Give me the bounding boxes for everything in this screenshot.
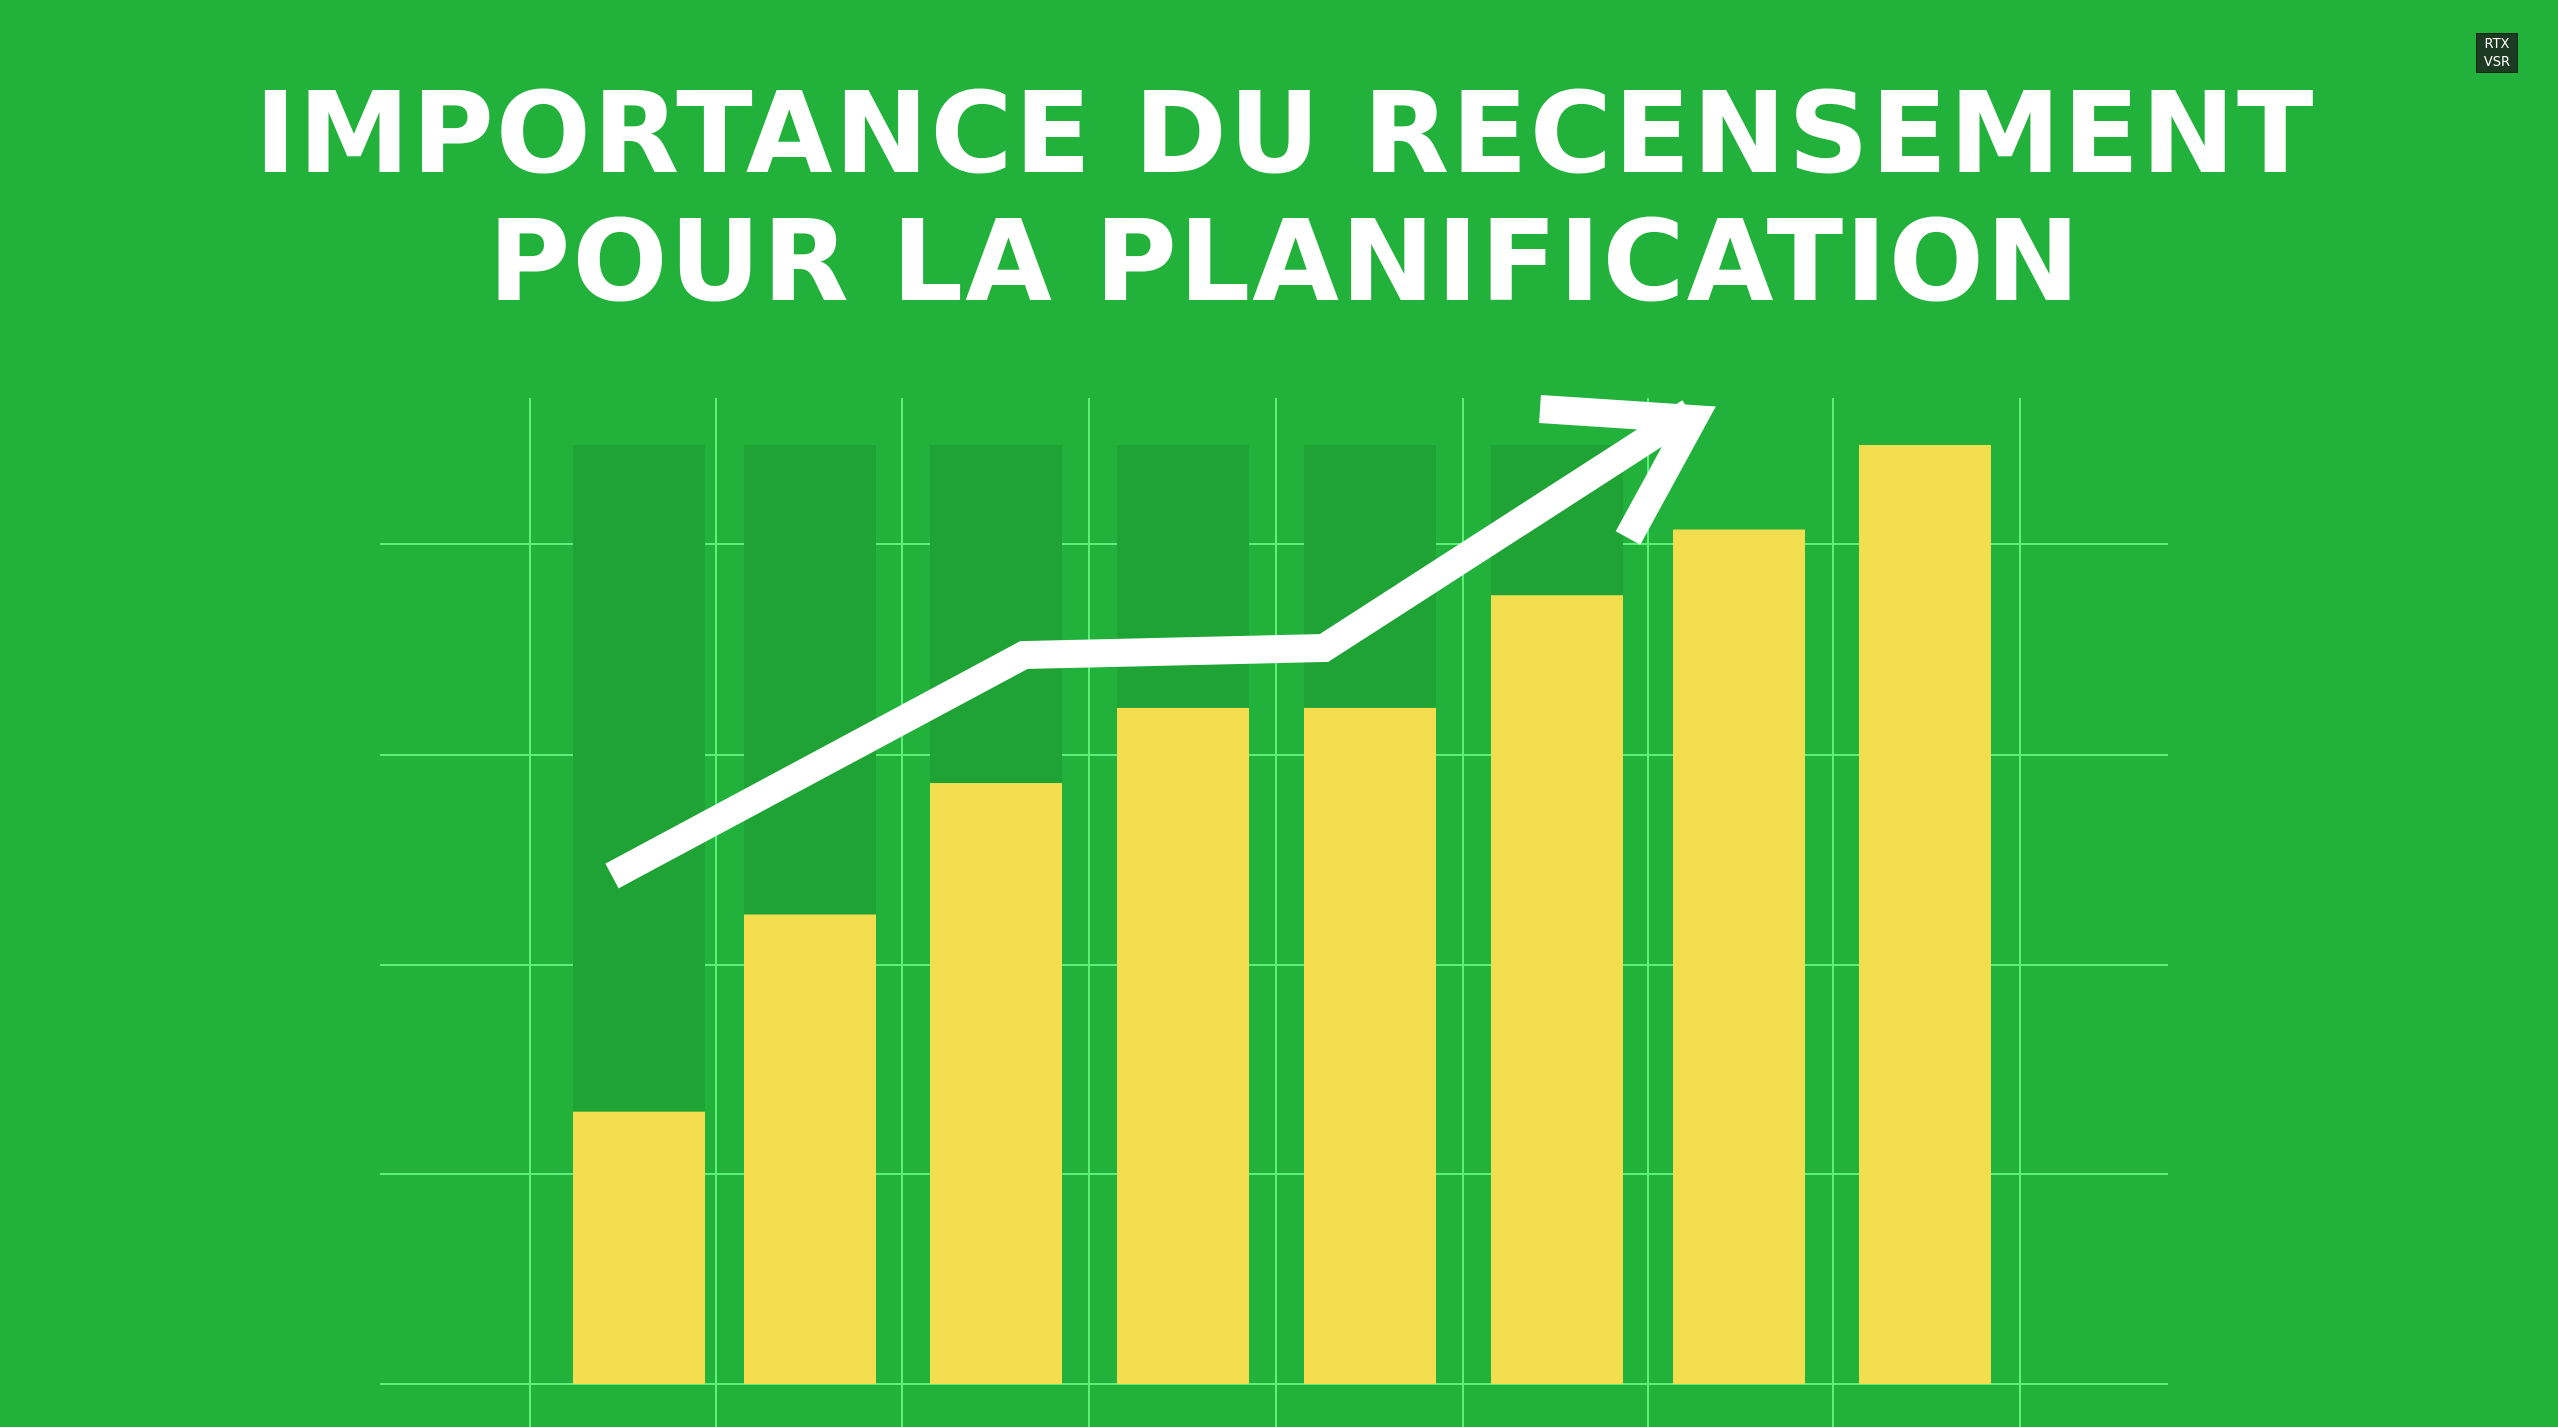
badge-line-1: RTX <box>2484 37 2510 52</box>
title-line-2: POUR LA PLANIFICATION <box>488 197 2082 327</box>
bar <box>1491 595 1623 1384</box>
chart-title: IMPORTANCE DU RECENSEMENT POUR LA PLANIF… <box>0 70 2558 326</box>
title-line-1: IMPORTANCE DU RECENSEMENT <box>254 69 2316 199</box>
bar <box>1673 529 1805 1384</box>
trend-arrow <box>605 395 1716 889</box>
trend-arrow-head <box>1539 395 1716 545</box>
bar <box>1859 445 1991 1384</box>
bars <box>573 445 1991 1384</box>
badge-line-2: VSR <box>2483 55 2511 70</box>
bar <box>1117 707 1249 1384</box>
trend-arrow-shaft <box>605 400 1698 889</box>
bar <box>573 1111 705 1384</box>
bar <box>744 914 876 1384</box>
rtx-vsr-badge: RTX VSR <box>2476 33 2518 73</box>
bar <box>930 783 1062 1384</box>
bar <box>1304 707 1436 1384</box>
